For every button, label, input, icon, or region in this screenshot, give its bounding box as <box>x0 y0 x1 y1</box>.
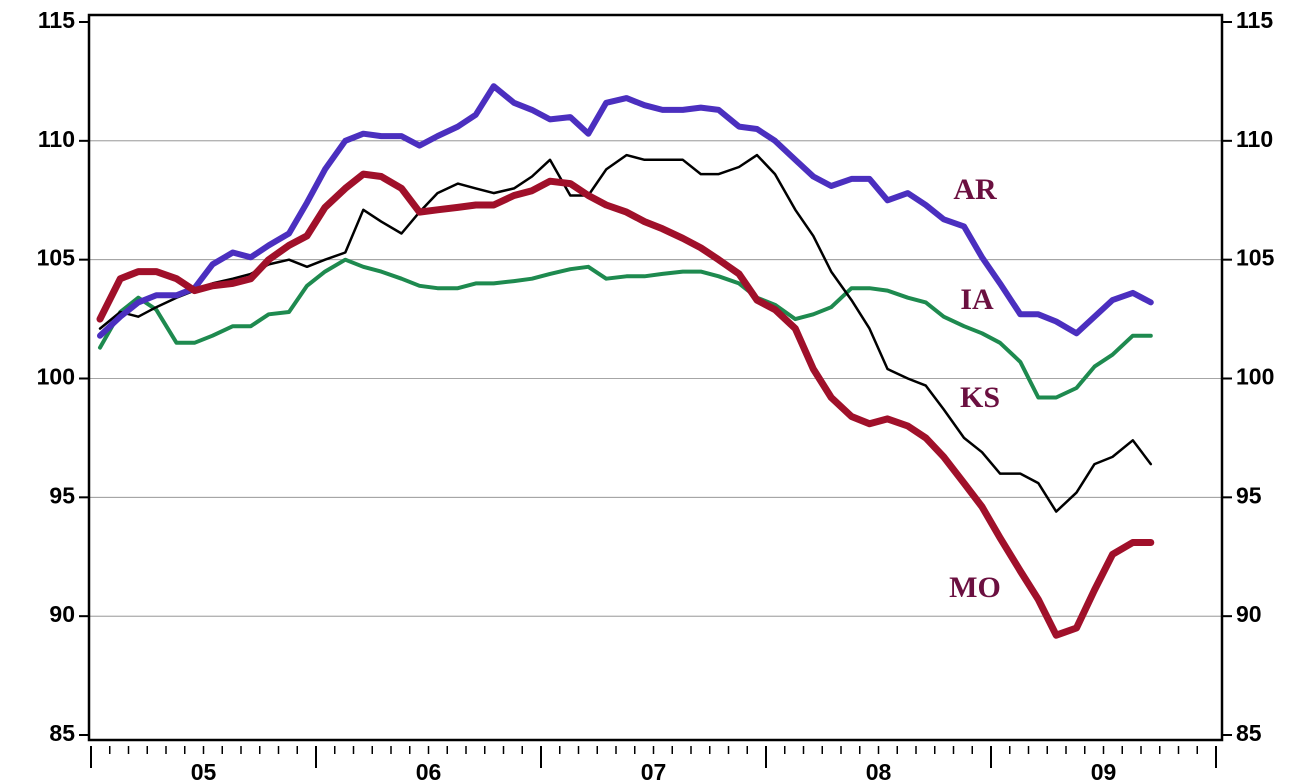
series-label: AR <box>953 173 997 206</box>
y-tick-label: 105 <box>37 245 76 271</box>
y-tick-label: 115 <box>38 7 75 33</box>
grid <box>89 140 1222 617</box>
y2-tick-label: 90 <box>1236 601 1262 627</box>
y-tick-label: 90 <box>49 601 75 627</box>
series-line <box>96 170 1155 639</box>
y-tick-label: 85 <box>49 720 75 746</box>
series-label: IA <box>960 283 994 316</box>
axes: 85 85 90 90 95 95 100 100 105 105 110 110 115 115 05 06… <box>37 7 1275 783</box>
y2-tick-label: 115 <box>1236 7 1273 33</box>
plot-background <box>89 15 1222 740</box>
series-label: KS <box>960 381 1000 414</box>
x-tick-label: 05 <box>191 759 217 783</box>
lines <box>96 83 1155 639</box>
x-tick-label: 09 <box>1091 759 1117 783</box>
x-tick-label: 06 <box>416 759 442 783</box>
y-tick-label: 95 <box>49 482 75 508</box>
series-label: MO <box>949 571 1001 604</box>
y-tick-label: 110 <box>38 126 75 152</box>
series-line <box>98 153 1153 513</box>
y-tick-label: 100 <box>37 364 75 390</box>
y2-tick-label: 110 <box>1236 126 1273 152</box>
x-tick-label: 07 <box>641 759 667 783</box>
x-tick-label: 08 <box>866 759 892 783</box>
y2-tick-label: 85 <box>1236 720 1262 746</box>
y2-tick-label: 100 <box>1236 364 1274 390</box>
y2-tick-label: 105 <box>1236 245 1275 271</box>
series-line <box>97 83 1154 339</box>
y2-tick-label: 95 <box>1236 482 1262 508</box>
series-line <box>98 257 1153 400</box>
